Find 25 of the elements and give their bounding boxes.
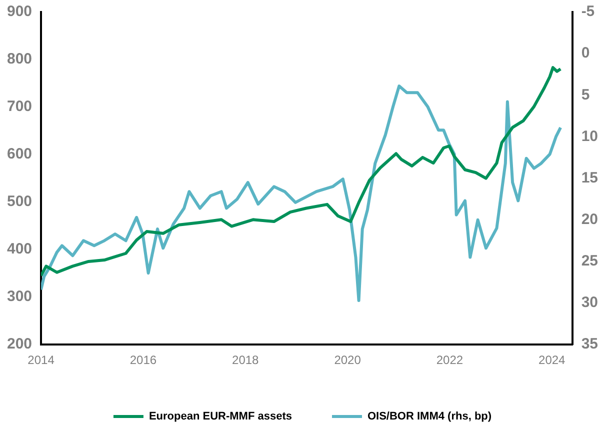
y2-tick-label: 35 [581, 336, 598, 353]
y2-tick-label: 30 [581, 294, 598, 312]
y2-tick-label: 10 [581, 128, 598, 145]
y-tick-label: 600 [6, 146, 32, 163]
y2-tick-label: -5 [581, 3, 595, 20]
y2-tick-label: 15 [581, 169, 598, 186]
y-tick-label: 200 [6, 336, 32, 353]
x-tick-label: 2018 [232, 353, 260, 368]
x-tick-label: 2024 [538, 353, 566, 368]
x-tick-label: 2016 [130, 353, 157, 368]
legend-label: European EUR-MMF assets [148, 410, 292, 423]
y2-tick-label: 0 [581, 44, 590, 62]
y-tick-label: 700 [6, 98, 32, 116]
x-tick-label: 2022 [436, 353, 464, 368]
y-tick-label: 300 [6, 288, 32, 306]
x-tick-label: 2014 [28, 353, 55, 368]
y-tick-label: 900 [6, 3, 32, 20]
y-tick-label: 800 [6, 50, 32, 68]
y-tick-label: 500 [6, 193, 32, 210]
y-tick-label: 400 [6, 240, 32, 258]
legend-label: OIS/BOR IMM4 (rhs, bp) [367, 410, 492, 423]
y2-tick-label: 5 [581, 86, 590, 104]
y2-tick-label: 25 [581, 252, 598, 270]
y2-tick-label: 20 [581, 211, 598, 228]
x-tick-label: 2020 [334, 353, 362, 368]
